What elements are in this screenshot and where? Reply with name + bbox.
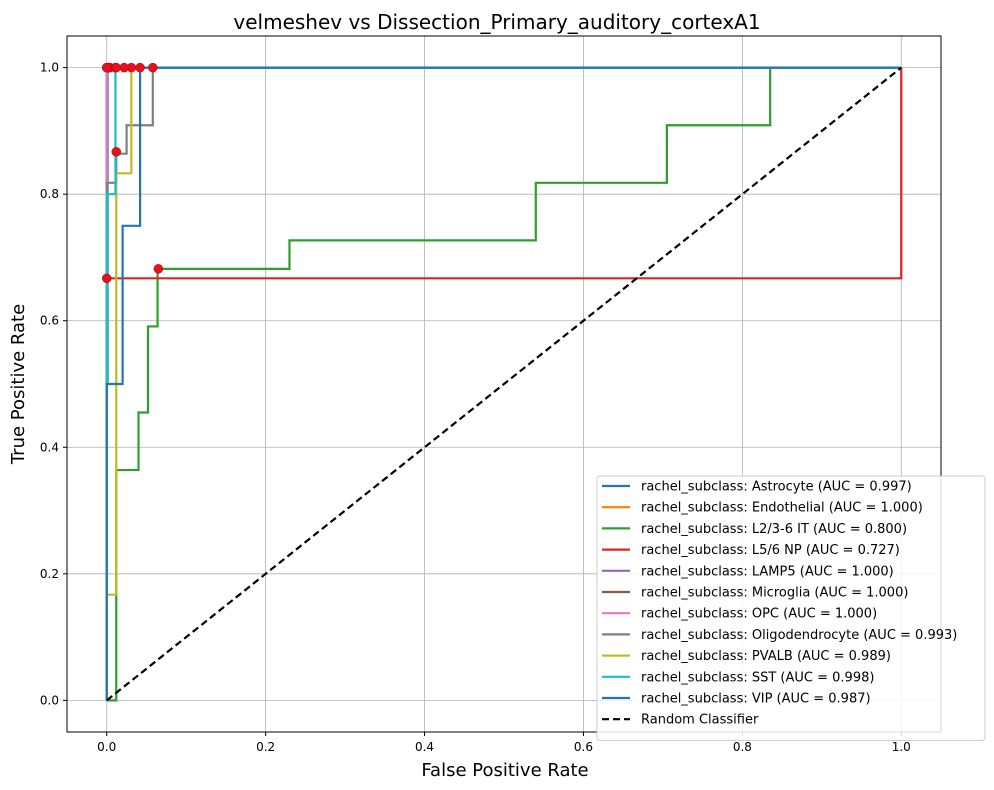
- x-tick-label: 0.2: [256, 740, 275, 754]
- legend-entry: rachel_subclass: VIP (AUC = 0.987): [641, 692, 871, 707]
- series-line-8: [105, 66, 902, 701]
- y-tick-label: 0.6: [40, 314, 59, 328]
- x-axis-label: False Positive Rate: [421, 760, 588, 781]
- x-tick-label: 0.8: [733, 740, 752, 754]
- series-line-11: [106, 66, 902, 702]
- plot-area: [101, 62, 903, 702]
- legend-entry: rachel_subclass: Astrocyte (AUC = 0.997): [641, 480, 912, 495]
- threshold-marker: [148, 62, 158, 73]
- legend-entry: rachel_subclass: Oligodendrocyte (AUC = …: [641, 628, 957, 643]
- y-tick-label: 0.0: [40, 693, 59, 707]
- y-tick-label: 0.4: [40, 440, 59, 454]
- threshold-marker: [135, 62, 145, 73]
- legend-entry: rachel_subclass: Microglia (AUC = 1.000): [641, 586, 908, 601]
- legend-entry: rachel_subclass: SST (AUC = 0.998): [641, 670, 874, 685]
- y-tick-label: 1.0: [40, 61, 59, 75]
- legend-entry: rachel_subclass: OPC (AUC = 1.000): [641, 607, 877, 622]
- legend-entry: rachel_subclass: L5/6 NP (AUC = 0.727): [641, 543, 900, 558]
- legend-entry: rachel_subclass: LAMP5 (AUC = 1.000): [641, 564, 894, 579]
- x-tick-label: 1.0: [892, 740, 911, 754]
- legend-box: [596, 475, 986, 741]
- y-tick-label: 0.8: [40, 187, 59, 201]
- axes-frame: [66, 35, 942, 733]
- ticks: 0.0 0.2 0.4 0.6 0.8 1.0 0.0 0.2 0.4 0.6 0.8 1.0: [40, 35, 942, 754]
- series-line-7: [105, 66, 902, 701]
- x-tick-label: 0.4: [415, 740, 434, 754]
- y-tick-label: 0.2: [40, 567, 59, 581]
- threshold-marker: [111, 147, 122, 157]
- threshold-marker: [111, 62, 122, 73]
- chart-title: velmeshev vs Dissection_Primary_auditory…: [233, 10, 760, 34]
- legend-entry: rachel_subclass: PVALB (AUC = 0.989): [641, 649, 891, 664]
- y-axis-label: True Positive Rate: [8, 304, 29, 465]
- threshold-marker: [119, 62, 129, 73]
- threshold-marker: [101, 62, 112, 73]
- legend-entry: rachel_subclass: L2/3-6 IT (AUC = 0.800): [641, 522, 907, 537]
- legend: rachel_subclass: Astrocyte (AUC = 0.997)…: [596, 475, 986, 741]
- threshold-marker: [101, 273, 112, 284]
- legend-entry: Random Classifier: [641, 713, 759, 728]
- x-tick-label: 0.0: [97, 740, 116, 754]
- threshold-marker: [153, 264, 164, 274]
- legend-entry: rachel_subclass: Endothelial (AUC = 1.00…: [641, 501, 923, 516]
- series-line-2: [106, 66, 902, 702]
- x-tick-label: 0.6: [574, 740, 593, 754]
